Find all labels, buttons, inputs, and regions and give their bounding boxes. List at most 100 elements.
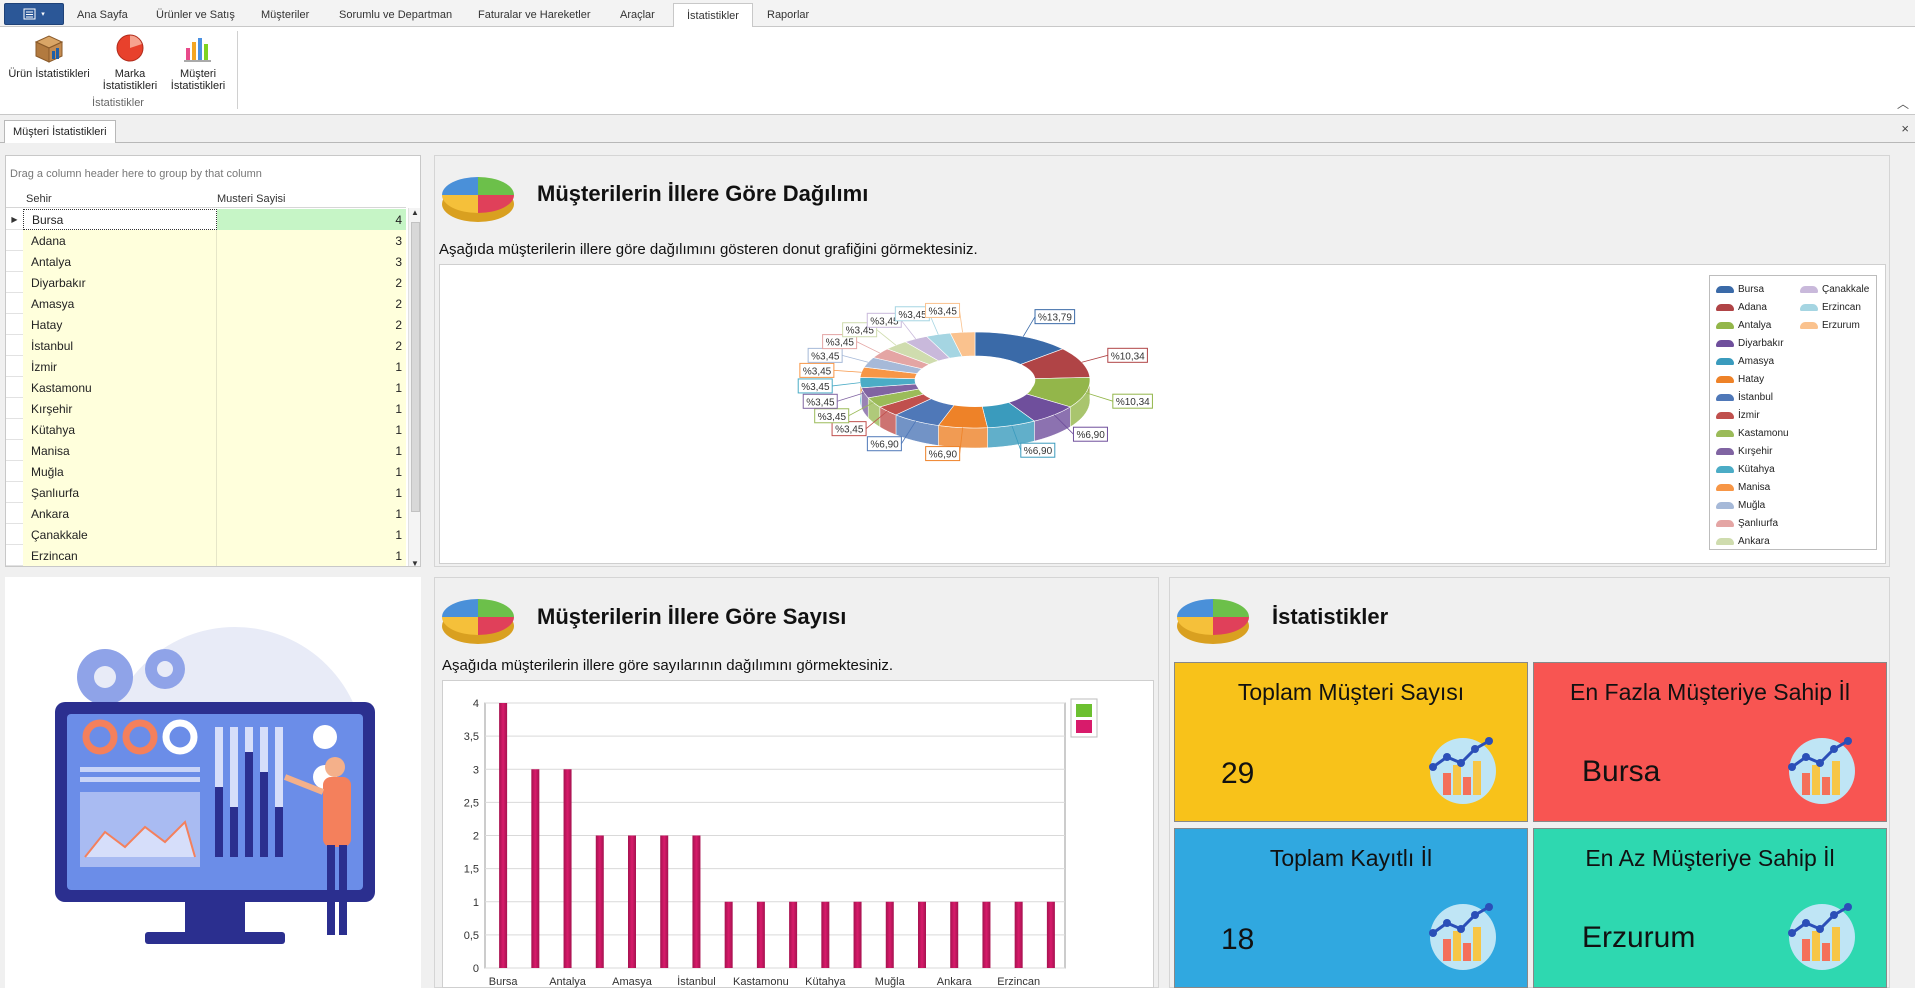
cell-sehir[interactable]: Bursa — [23, 209, 217, 230]
bar-Erzincan[interactable] — [1014, 901, 1023, 968]
bar-Çanakkale[interactable] — [982, 901, 991, 968]
bar-Ankara[interactable] — [950, 901, 959, 968]
table-row[interactable]: Manisa 1 — [6, 440, 406, 461]
table-row[interactable]: İstanbul 2 — [6, 335, 406, 356]
bar-Kastamonu[interactable] — [756, 901, 765, 968]
cell-sehir[interactable]: Erzincan — [23, 545, 217, 566]
bar-İstanbul[interactable] — [692, 835, 701, 969]
cell-sehir[interactable]: İstanbul — [23, 335, 217, 356]
cell-sehir[interactable]: İzmir — [23, 356, 217, 377]
bar-Manisa[interactable] — [853, 901, 862, 968]
cell-sehir[interactable]: Kastamonu — [23, 377, 217, 398]
bar-Adana[interactable] — [531, 769, 540, 968]
bar-Amasya[interactable] — [628, 835, 636, 969]
cell-musteri-sayisi[interactable]: 2 — [217, 314, 406, 335]
tab-musteriler[interactable]: Müşteriler — [261, 9, 310, 21]
collapse-ribbon-icon[interactable]: ︿ — [1896, 97, 1909, 111]
donut-slice-17[interactable] — [949, 331, 976, 357]
table-row[interactable]: Kütahya 1 — [6, 419, 406, 440]
table-row[interactable]: Diyarbakır 2 — [6, 272, 406, 293]
table-row[interactable]: Şanlıurfa 1 — [6, 482, 406, 503]
svg-text:%3,45: %3,45 — [806, 397, 835, 408]
cell-sehir[interactable]: Kırşehir — [23, 398, 217, 419]
scroll-up-icon[interactable]: ▲ — [411, 208, 419, 217]
musteri-istatistikleri-button[interactable]: Müşteri İstatistikleri — [166, 32, 230, 92]
document-tab-musteri-istatistikleri[interactable]: Müşteri İstatistikleri — [4, 120, 116, 143]
marka-label-2: İstatistikleri — [102, 80, 158, 92]
table-row[interactable]: ▶ Bursa 4 — [6, 209, 406, 230]
column-header-sehir[interactable]: Sehir — [26, 193, 52, 205]
cell-musteri-sayisi[interactable]: 3 — [217, 251, 406, 272]
cell-musteri-sayisi[interactable]: 2 — [217, 293, 406, 314]
table-row[interactable]: Çanakkale 1 — [6, 524, 406, 545]
legend-label: Muğla — [1738, 500, 1766, 511]
cell-musteri-sayisi[interactable]: 1 — [217, 461, 406, 482]
bar-Kütahya[interactable] — [821, 901, 830, 968]
card-en-az-il: En Az Müşteriye Sahip İl Erzurum — [1533, 828, 1887, 988]
bar-Şanlıurfa[interactable] — [918, 901, 926, 968]
cell-musteri-sayisi[interactable]: 2 — [217, 272, 406, 293]
cell-sehir[interactable]: Diyarbakır — [23, 272, 217, 293]
table-row[interactable]: İzmir 1 — [6, 356, 406, 377]
table-row[interactable]: Ankara 1 — [6, 503, 406, 524]
cell-sehir[interactable]: Muğla — [23, 461, 217, 482]
cell-musteri-sayisi[interactable]: 1 — [217, 545, 406, 566]
cell-sehir[interactable]: Şanlıurfa — [23, 482, 217, 503]
bar-Muğla[interactable] — [885, 901, 894, 968]
bar-Antalya[interactable] — [563, 769, 572, 968]
table-row[interactable]: Hatay 2 — [6, 314, 406, 335]
row-indicator — [6, 377, 23, 398]
bar-Erzurum[interactable] — [1046, 901, 1055, 968]
donut-panel-title: Müşterilerin İllere Göre Dağılımı — [537, 181, 869, 206]
cell-musteri-sayisi[interactable]: 1 — [217, 440, 406, 461]
tab-araclar[interactable]: Araçlar — [620, 9, 655, 21]
card-title: En Az Müşteriye Sahip İl — [1585, 845, 1835, 871]
svg-text:%3,45: %3,45 — [898, 310, 927, 321]
cell-musteri-sayisi[interactable]: 1 — [217, 419, 406, 440]
cell-musteri-sayisi[interactable]: 1 — [217, 377, 406, 398]
scroll-down-icon[interactable]: ▼ — [411, 559, 419, 567]
table-row[interactable]: Kırşehir 1 — [6, 398, 406, 419]
bar-Hatay[interactable] — [660, 835, 669, 969]
bar-Diyarbakır[interactable] — [595, 835, 604, 969]
grid-scrollbar[interactable]: ▲ ▼ — [408, 208, 420, 567]
bar-İzmir[interactable] — [724, 901, 733, 968]
close-icon[interactable]: × — [1901, 121, 1909, 136]
file-menu-button[interactable]: ▾ — [4, 3, 64, 25]
table-row[interactable]: Kastamonu 1 — [6, 377, 406, 398]
bar-Bursa[interactable] — [499, 703, 508, 968]
tab-raporlar[interactable]: Raporlar — [767, 9, 810, 21]
cell-sehir[interactable]: Ankara — [23, 503, 217, 524]
cell-musteri-sayisi[interactable]: 3 — [217, 230, 406, 251]
table-row[interactable]: Muğla 1 — [6, 461, 406, 482]
scrollbar-thumb[interactable] — [411, 222, 420, 512]
column-header-musteri-sayisi[interactable]: Musteri Sayisi — [217, 193, 286, 205]
marka-istatistikleri-button[interactable]: Marka İstatistikleri — [96, 32, 164, 92]
cell-sehir[interactable]: Amasya — [23, 293, 217, 314]
cell-sehir[interactable]: Çanakkale — [23, 524, 217, 545]
cell-sehir[interactable]: Antalya — [23, 251, 217, 272]
cell-sehir[interactable]: Adana — [23, 230, 217, 251]
tab-istatistikler[interactable]: İstatistikler — [673, 3, 753, 28]
cell-musteri-sayisi[interactable]: 1 — [217, 398, 406, 419]
cell-musteri-sayisi[interactable]: 1 — [217, 503, 406, 524]
bar-Kırşehir[interactable] — [789, 901, 798, 968]
table-row[interactable]: Erzincan 1 — [6, 545, 406, 566]
tab-urunler-ve-satis[interactable]: Ürünler ve Satış — [156, 9, 235, 21]
legend-label: Adana — [1738, 302, 1767, 313]
cell-sehir[interactable]: Manisa — [23, 440, 217, 461]
table-row[interactable]: Adana 3 — [6, 230, 406, 251]
urun-istatistikleri-button[interactable]: Ürün İstatistikleri — [6, 32, 92, 80]
cell-musteri-sayisi[interactable]: 1 — [217, 524, 406, 545]
cell-musteri-sayisi[interactable]: 1 — [217, 482, 406, 503]
tab-ana-sayfa[interactable]: Ana Sayfa — [77, 9, 128, 21]
tab-sorumlu-ve-departman[interactable]: Sorumlu ve Departman — [339, 9, 453, 21]
cell-musteri-sayisi[interactable]: 1 — [217, 356, 406, 377]
tab-faturalar-ve-hareketler[interactable]: Faturalar ve Hareketler — [478, 9, 591, 21]
table-row[interactable]: Amasya 2 — [6, 293, 406, 314]
cell-musteri-sayisi[interactable]: 4 — [217, 209, 406, 230]
cell-sehir[interactable]: Kütahya — [23, 419, 217, 440]
cell-musteri-sayisi[interactable]: 2 — [217, 335, 406, 356]
table-row[interactable]: Antalya 3 — [6, 251, 406, 272]
cell-sehir[interactable]: Hatay — [23, 314, 217, 335]
